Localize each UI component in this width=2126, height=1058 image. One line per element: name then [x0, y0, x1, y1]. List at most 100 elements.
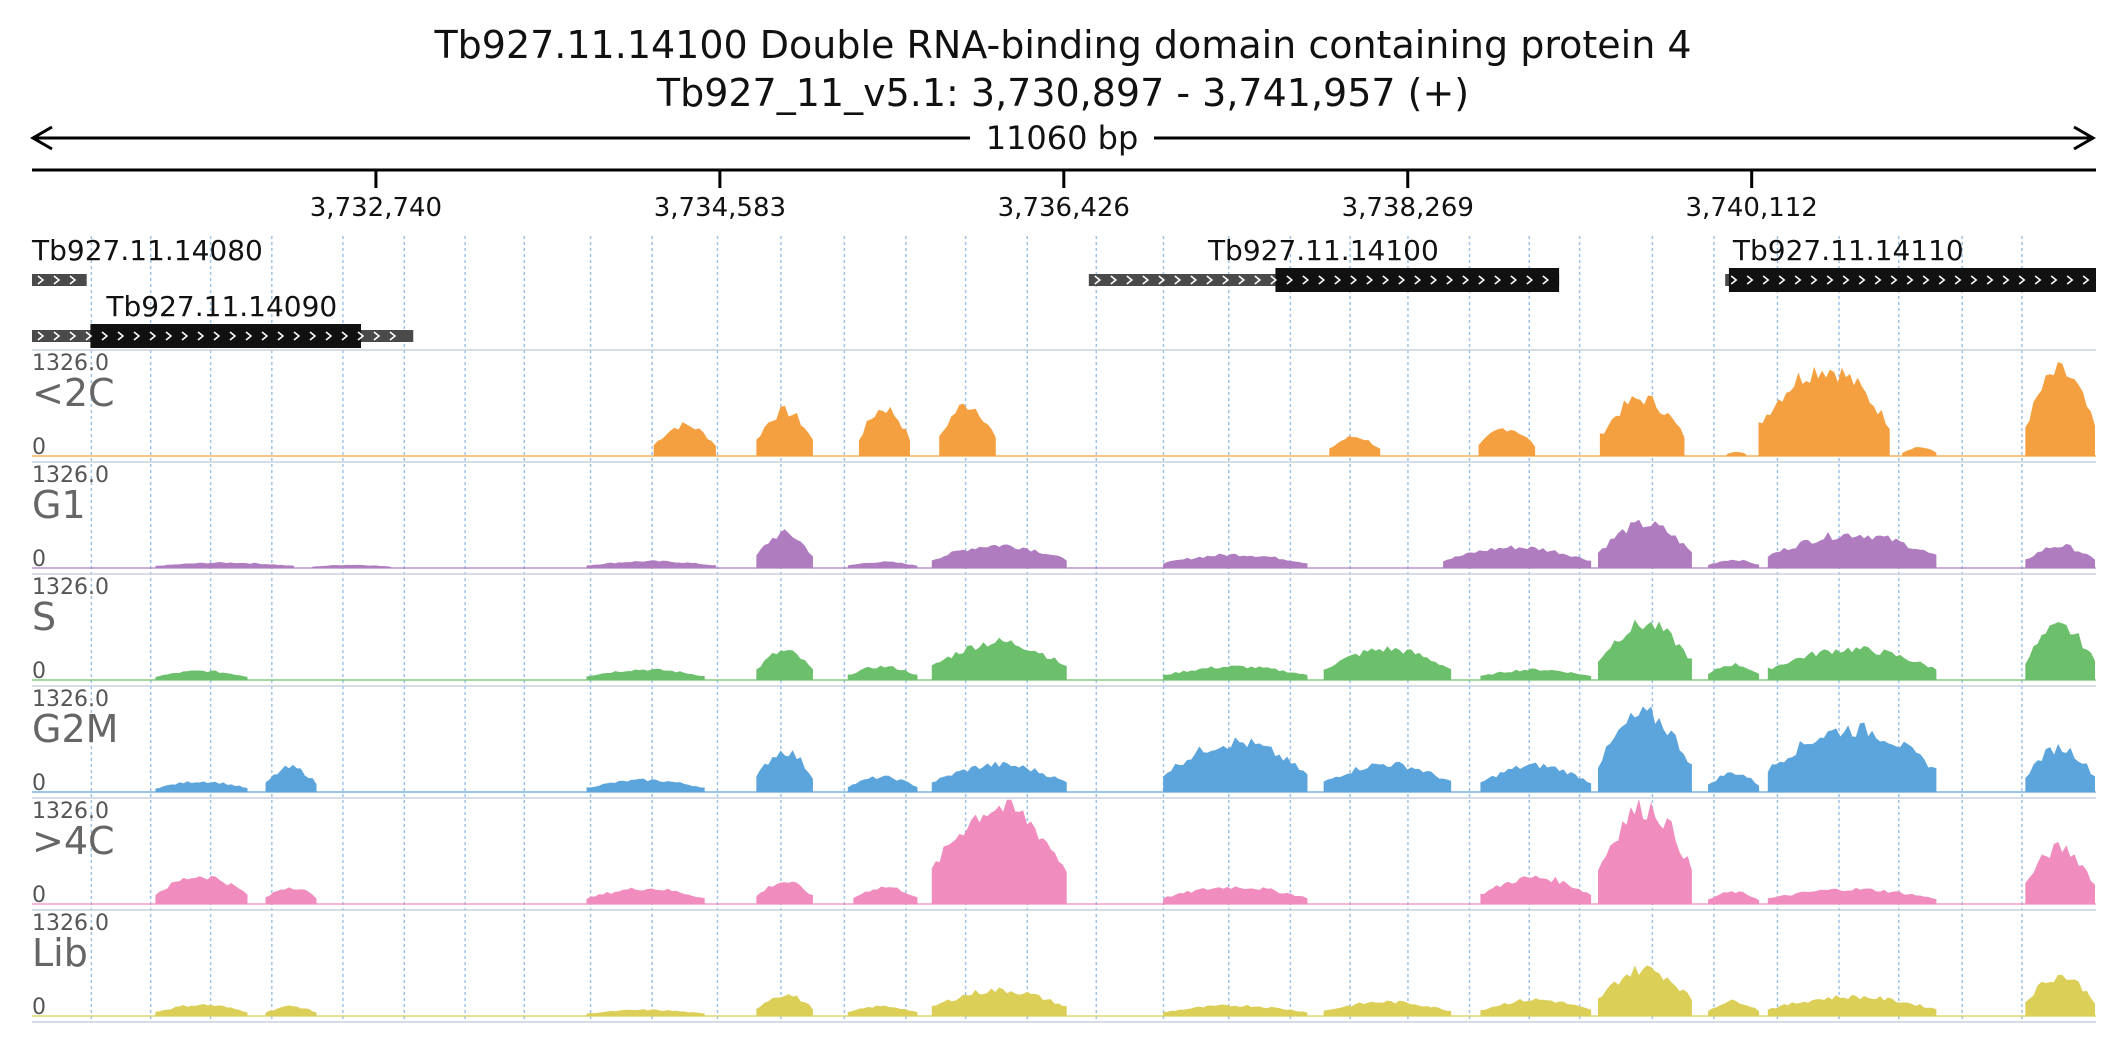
axis-tick-label: 3,734,583 [654, 193, 786, 223]
strand-chevron [1254, 275, 1262, 285]
span-arrow: 11060 bp [30, 119, 2096, 157]
strand-chevron [1842, 275, 1850, 285]
axis-tick-label: 3,732,740 [310, 193, 442, 223]
coverage-segment [1163, 553, 1308, 569]
coverage-segment [847, 775, 918, 793]
strand-chevron [213, 331, 221, 341]
strand-chevron [53, 275, 61, 285]
coverage-segment [756, 881, 813, 905]
strand-chevron [1398, 275, 1406, 285]
strand-chevron [1494, 275, 1502, 285]
track-name: >4C [32, 819, 115, 863]
track-scale-min: 0 [32, 883, 46, 908]
coverage-segment [155, 670, 248, 681]
strand-chevron [1190, 275, 1198, 285]
strand-chevron [2066, 275, 2074, 285]
strand-chevron [341, 331, 349, 341]
coverage-track: 1326.0 0 >4C [32, 797, 2096, 908]
coverage-segment [931, 761, 1067, 793]
gene-feature[interactable]: Tb927.11.14080 [31, 234, 263, 286]
coverage-segment [1597, 706, 1692, 793]
coverage-segment [653, 422, 716, 457]
strand-chevron [1478, 275, 1486, 285]
coverage-segment [1480, 668, 1592, 681]
strand-chevron [1430, 275, 1438, 285]
gene-feature[interactable]: Tb927.11.14090 [32, 290, 414, 348]
coverage-segment [1163, 665, 1308, 681]
gene-title: Tb927.11.14100 Double RNA-binding domain… [433, 23, 1691, 67]
track-scale-max: 1326.0 [32, 351, 109, 376]
strand-chevron [277, 331, 285, 341]
coverage-segment [1597, 799, 1692, 905]
strand-chevron [1110, 275, 1118, 285]
gene-feature[interactable]: Tb927.11.14110 [1725, 234, 2096, 292]
coverage-segment [1708, 999, 1760, 1017]
strand-chevron [293, 331, 301, 341]
coverage-segment [2025, 743, 2095, 793]
strand-chevron [69, 275, 77, 285]
coverage-segment [1767, 646, 1937, 681]
gene-label: Tb927.11.14100 [1207, 234, 1439, 267]
strand-chevron [133, 331, 141, 341]
track-name: G1 [32, 483, 86, 527]
gene-feature[interactable]: Tb927.11.14100 [1088, 234, 1560, 292]
gene-annotation-track: Tb927.11.14080 Tb927.11.14090 Tb927.11.141… [31, 234, 2096, 348]
strand-chevron [165, 331, 173, 341]
gene-label: Tb927.11.14090 [105, 290, 337, 323]
coordinate-axis: 3,732,740 3,734,583 3,736,426 3,738,269 3,74… [32, 168, 2096, 223]
coverage-segment [1599, 395, 1685, 457]
strand-chevron [1334, 275, 1342, 285]
coverage-segment [312, 564, 392, 569]
strand-chevron [1382, 275, 1390, 285]
strand-chevron [373, 331, 381, 341]
strand-chevron [1906, 275, 1914, 285]
coverage-segment [155, 875, 248, 905]
strand-chevron [1206, 275, 1214, 285]
coverage-track: 1326.0 0 G1 [32, 461, 2096, 572]
strand-chevron [2050, 275, 2058, 285]
coverage-segment [1443, 545, 1592, 569]
strand-chevron [101, 331, 109, 341]
coverage-segment [756, 649, 813, 681]
strand-chevron [85, 331, 93, 341]
strand-chevron [1222, 275, 1230, 285]
coverage-segment [1767, 887, 1937, 905]
strand-chevron [1286, 275, 1294, 285]
track-name: <2C [32, 371, 115, 415]
track-scale-max: 1326.0 [32, 463, 109, 488]
strand-chevron [325, 331, 333, 341]
strand-chevron [1126, 275, 1134, 285]
strand-chevron [309, 331, 317, 341]
coverage-segment [931, 799, 1067, 905]
coverage-segment [1478, 428, 1536, 457]
coverage-segment [155, 561, 295, 569]
coverage-segment [1767, 531, 1937, 569]
coverage-segment [1163, 1004, 1308, 1017]
axis-tick-label: 3,740,112 [1686, 193, 1818, 223]
coverage-segment [586, 668, 705, 681]
coverage-segment [847, 665, 918, 681]
coverage-segment [586, 1009, 705, 1017]
coverage-segment [2025, 841, 2095, 905]
coverage-segment [2025, 974, 2095, 1017]
strand-chevron [37, 331, 45, 341]
strand-chevron [37, 275, 45, 285]
strand-chevron [1446, 275, 1454, 285]
strand-chevron [1302, 275, 1310, 285]
strand-chevron [197, 331, 205, 341]
coverage-segment [265, 764, 317, 793]
coverage-segment [1767, 994, 1937, 1017]
coverage-segment [1767, 722, 1937, 793]
strand-chevron [1142, 275, 1150, 285]
coverage-segment [2025, 361, 2095, 457]
strand-chevron [1762, 275, 1770, 285]
axis-tick-label: 3,738,269 [1342, 193, 1474, 223]
strand-chevron [245, 331, 253, 341]
coverage-segment [756, 750, 813, 793]
strand-chevron [1810, 275, 1818, 285]
strand-chevron [181, 331, 189, 341]
coverage-segment [858, 406, 910, 457]
coverage-track: 1326.0 0 Lib [32, 909, 2096, 1020]
strand-chevron [1826, 275, 1834, 285]
coverage-segment [1597, 519, 1692, 569]
